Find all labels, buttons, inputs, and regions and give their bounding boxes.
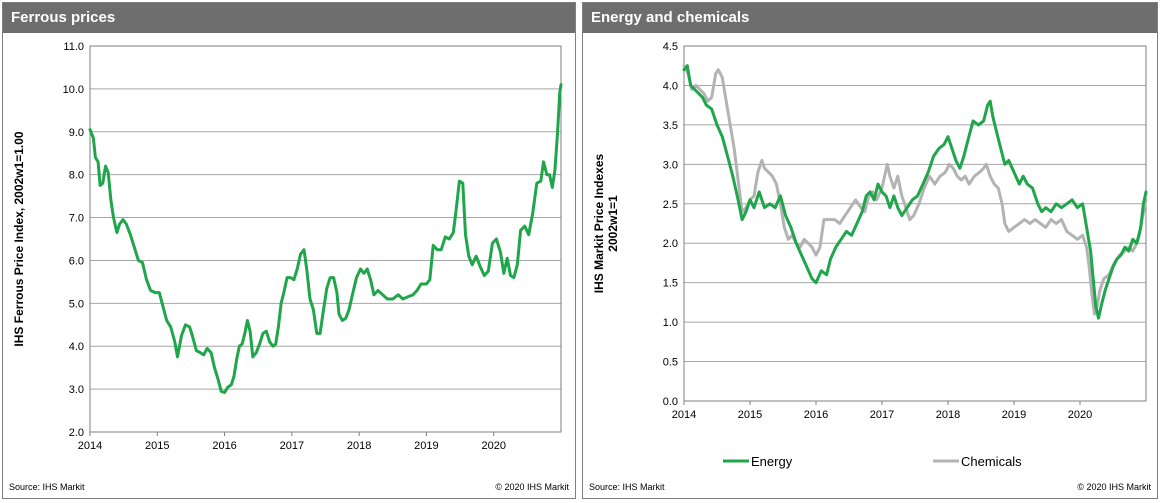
y-tick-label: 10.0	[63, 84, 84, 96]
series-line-ferrous	[88, 83, 563, 394]
x-tick-label: 2019	[414, 440, 438, 452]
panel-title: Ferrous prices	[3, 3, 575, 33]
y-tick-label: 4.0	[69, 341, 84, 353]
y-tick-label: 2.0	[663, 238, 678, 250]
x-tick-label: 2014	[78, 440, 102, 452]
y-tick-label: 1.5	[663, 278, 678, 290]
legend-label-chemicals: Chemicals	[961, 454, 1022, 469]
x-tick-label: 2018	[936, 409, 960, 421]
y-tick-label: 9.0	[69, 127, 84, 139]
y-tick-label: 1.0	[663, 317, 678, 329]
y-tick-label: 0.0	[663, 396, 678, 408]
copyright-label: © 2020 IHS Markit	[495, 482, 569, 492]
y-tick-label: 2.5	[663, 199, 678, 211]
y-tick-label: 4.0	[663, 80, 678, 92]
source-label: Source: IHS Markit	[9, 482, 85, 492]
y-tick-label: 0.5	[663, 357, 678, 369]
x-tick-label: 2020	[1068, 409, 1092, 421]
y-tick-label: 3.0	[69, 384, 84, 396]
energy-chemicals-panel: Energy and chemicals 0.0 0.5 1.0 1.5 2.0 2.5 3…	[582, 2, 1158, 499]
y-axis-label: IHS Markit Price Indexes	[592, 153, 606, 293]
y-tick-label: 5.0	[69, 298, 84, 310]
x-tick-label: 2016	[212, 440, 236, 452]
x-tick-label: 2015	[738, 409, 762, 421]
ferrous-prices-panel: Ferrous prices 2.0 3.0 4.0 5.0 6.0 7.0 8.0 9.0 1…	[2, 2, 576, 499]
energy-chemicals-chart: 0.0 0.5 1.0 1.5 2.0 2.5 3.0 3.5 4.0 4.5 2014 2015 20…	[592, 41, 1148, 469]
y-tick-label: 4.5	[663, 41, 678, 53]
y-tick-label: 11.0	[63, 41, 84, 53]
x-tick-label: 2017	[280, 440, 304, 452]
x-tick-label: 2015	[145, 440, 169, 452]
y-tick-label: 3.0	[663, 159, 678, 171]
plot-area	[89, 45, 562, 433]
y-tick-label: 7.0	[69, 213, 84, 225]
source-label: Source: IHS Markit	[589, 482, 665, 492]
copyright-label: © 2020 IHS Markit	[1077, 482, 1151, 492]
y-axis-label: IHS Ferrous Price Index, 2002w1=1.00	[12, 131, 26, 346]
legend-label-energy: Energy	[751, 454, 793, 469]
x-tick-label: 2014	[672, 409, 696, 421]
series-line-chemicals	[682, 64, 1148, 316]
y-axis-label: 2002w1=1	[606, 195, 620, 252]
y-tick-label: 3.5	[663, 120, 678, 132]
series-line-energy	[682, 64, 1148, 320]
plot-area	[683, 45, 1147, 402]
panel-title: Energy and chemicals	[583, 3, 1157, 33]
x-tick-label: 2018	[347, 440, 371, 452]
y-tick-label: 8.0	[69, 170, 84, 182]
y-tick-label: 2.0	[69, 427, 84, 439]
x-tick-label: 2020	[481, 440, 505, 452]
y-tick-label: 6.0	[69, 255, 84, 267]
ferrous-prices-chart: 2.0 3.0 4.0 5.0 6.0 7.0 8.0 9.0 10.0 11.0 2014 2015…	[12, 41, 563, 452]
x-tick-label: 2017	[870, 409, 894, 421]
x-tick-label: 2019	[1002, 409, 1026, 421]
x-tick-label: 2016	[804, 409, 828, 421]
